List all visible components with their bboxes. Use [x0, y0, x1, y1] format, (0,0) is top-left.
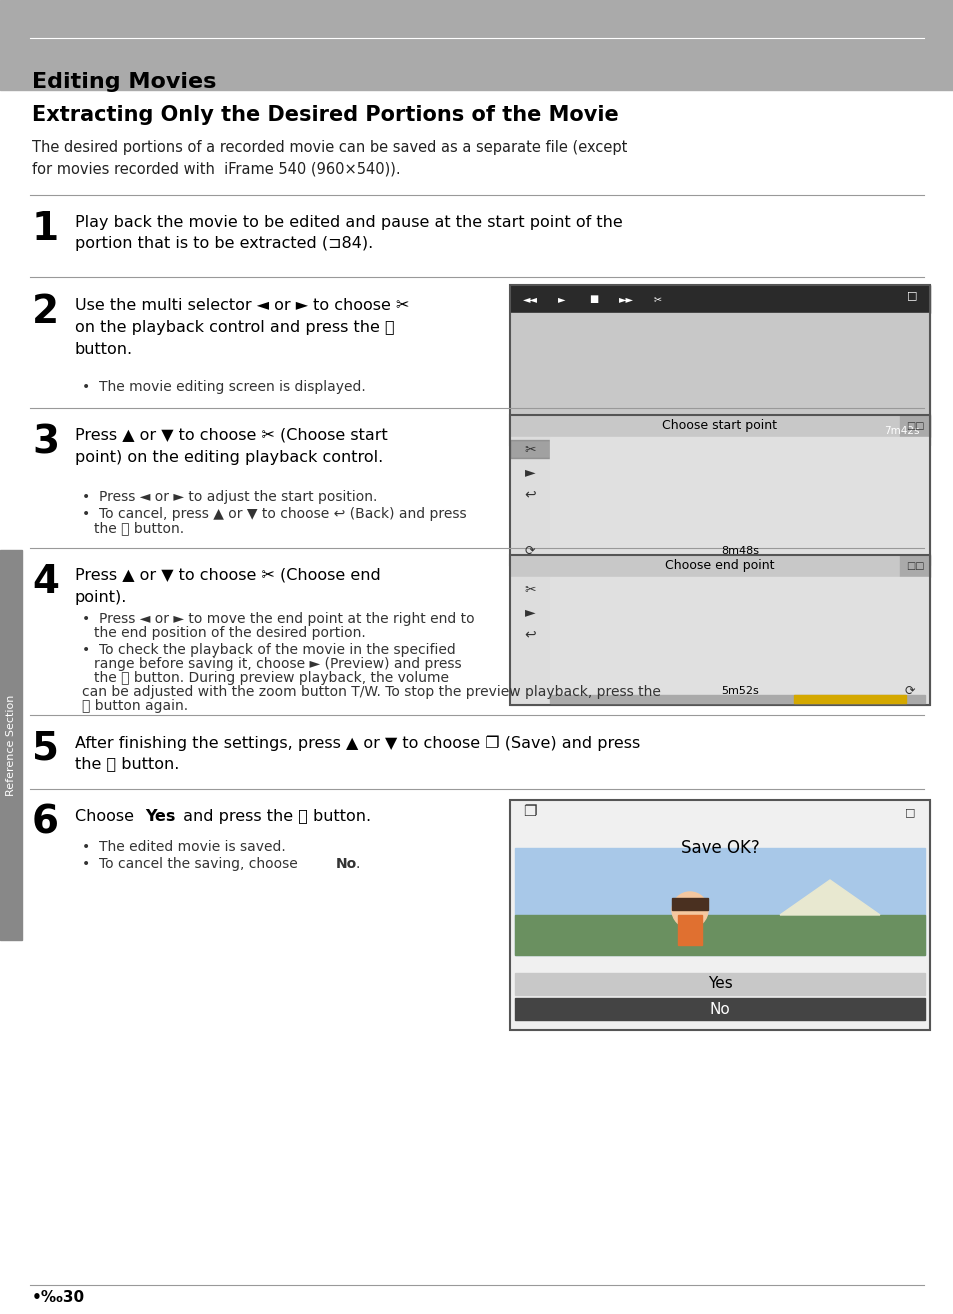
Text: Reference Section: Reference Section [6, 694, 16, 796]
Bar [510, 440, 550, 459]
Text: □□: □□ [904, 420, 923, 431]
Text: 5: 5 [32, 731, 59, 767]
Bar [550, 438, 929, 565]
Text: 5m52s: 5m52s [720, 686, 758, 696]
Bar [515, 999, 924, 1020]
Text: Use the multi selector ◄ or ► to choose ✂
on the playback control and press the : Use the multi selector ◄ or ► to choose … [75, 298, 409, 357]
Bar [510, 800, 929, 1030]
Text: ⟳: ⟳ [903, 685, 914, 698]
Text: ⟳: ⟳ [524, 544, 535, 557]
Text: ►: ► [558, 294, 565, 304]
Bar [510, 415, 929, 565]
Bar [510, 438, 550, 565]
Bar [510, 577, 550, 706]
Text: Save OK?: Save OK? [679, 840, 759, 857]
Text: 4: 4 [32, 562, 59, 600]
Text: •  To cancel, press ▲ or ▼ to choose ↩ (Back) and press: • To cancel, press ▲ or ▼ to choose ↩ (B… [82, 507, 466, 520]
Text: Press ▲ or ▼ to choose ✂ (Choose start
point) on the editing playback control.: Press ▲ or ▼ to choose ✂ (Choose start p… [75, 428, 387, 465]
Text: 2: 2 [32, 293, 59, 331]
Text: No: No [335, 857, 356, 871]
Bar [0, 551, 22, 940]
Polygon shape [780, 880, 879, 915]
Text: ↩: ↩ [523, 627, 536, 641]
Bar [671, 897, 707, 911]
Text: 8m48s: 8m48s [720, 547, 759, 556]
Text: ✂: ✂ [523, 443, 536, 457]
Text: □: □ [903, 807, 914, 817]
Text: •  Press ◄ or ► to move the end point at the right end to: • Press ◄ or ► to move the end point at … [82, 612, 475, 625]
Bar [899, 415, 929, 438]
Text: After finishing the settings, press ▲ or ▼ to choose ❐ (Save) and press
the Ⓢ bu: After finishing the settings, press ▲ or… [75, 735, 639, 771]
Text: can be adjusted with the zoom button T/W. To stop the preview playback, press th: can be adjusted with the zoom button T/W… [82, 685, 660, 699]
Bar [510, 800, 929, 825]
Text: No: No [709, 1001, 730, 1017]
Text: ✂: ✂ [653, 294, 661, 304]
Bar [510, 555, 929, 577]
Text: the Ⓢ button. During preview playback, the volume: the Ⓢ button. During preview playback, t… [94, 671, 449, 685]
Text: and press the Ⓢ button.: and press the Ⓢ button. [178, 809, 371, 824]
Bar [510, 800, 929, 1030]
Text: ■: ■ [589, 294, 598, 304]
Bar [510, 285, 929, 313]
Text: Ⓢ button again.: Ⓢ button again. [82, 699, 188, 714]
Text: 3: 3 [32, 423, 59, 461]
Text: 7m42s: 7m42s [883, 426, 919, 436]
Circle shape [671, 892, 707, 928]
Bar [793, 695, 905, 703]
Bar [510, 313, 929, 445]
Bar [678, 915, 701, 945]
Bar [550, 577, 929, 706]
Bar [515, 915, 924, 955]
Text: ❐: ❐ [522, 804, 537, 820]
Text: Editing Movies: Editing Movies [32, 72, 216, 92]
Bar [510, 415, 929, 438]
Text: Yes: Yes [145, 809, 175, 824]
Text: 6: 6 [32, 804, 59, 842]
Text: □: □ [905, 290, 916, 300]
Text: the Ⓢ button.: the Ⓢ button. [94, 520, 184, 535]
Text: •  Press ◄ or ► to adjust the start position.: • Press ◄ or ► to adjust the start posit… [82, 490, 377, 505]
Text: ✂: ✂ [523, 583, 536, 597]
Bar [899, 555, 929, 577]
Text: •  The movie editing screen is displayed.: • The movie editing screen is displayed. [82, 380, 365, 394]
Bar [514, 434, 925, 442]
Text: Extracting Only the Desired Portions of the Movie: Extracting Only the Desired Portions of … [32, 105, 618, 125]
Text: .: . [355, 857, 360, 871]
Bar [0, 0, 953, 89]
Bar [550, 555, 756, 562]
Text: ►►: ►► [618, 294, 633, 304]
Text: ►: ► [524, 465, 535, 480]
Bar [515, 848, 924, 955]
Bar [550, 555, 924, 562]
Bar [510, 285, 929, 445]
Text: •  To cancel the saving, choose: • To cancel the saving, choose [82, 857, 302, 871]
Text: Yes: Yes [707, 976, 732, 992]
Text: •  To check the playback of the movie in the specified: • To check the playback of the movie in … [82, 643, 456, 657]
Text: Choose start point: Choose start point [661, 419, 777, 432]
Bar [515, 972, 924, 995]
Text: The desired portions of a recorded movie can be saved as a separate file (except: The desired portions of a recorded movie… [32, 141, 627, 176]
Text: •‰30: •‰30 [32, 1290, 85, 1306]
Bar [510, 555, 929, 706]
Text: Choose: Choose [75, 809, 139, 824]
Text: Choose end point: Choose end point [664, 560, 774, 573]
Text: □□: □□ [904, 561, 923, 572]
Text: 1: 1 [32, 210, 59, 248]
Text: ◄◄: ◄◄ [522, 294, 537, 304]
Text: ↩: ↩ [523, 487, 536, 501]
Text: the end position of the desired portion.: the end position of the desired portion. [94, 625, 365, 640]
Text: Play back the movie to be edited and pause at the start point of the
portion tha: Play back the movie to be edited and pau… [75, 215, 622, 251]
Text: •  The edited movie is saved.: • The edited movie is saved. [82, 840, 286, 854]
Text: Press ▲ or ▼ to choose ✂ (Choose end
point).: Press ▲ or ▼ to choose ✂ (Choose end poi… [75, 568, 380, 606]
Bar [514, 434, 637, 442]
Text: ►: ► [524, 604, 535, 619]
Bar [550, 695, 924, 703]
Text: range before saving it, choose ► (Preview) and press: range before saving it, choose ► (Previe… [94, 657, 461, 671]
